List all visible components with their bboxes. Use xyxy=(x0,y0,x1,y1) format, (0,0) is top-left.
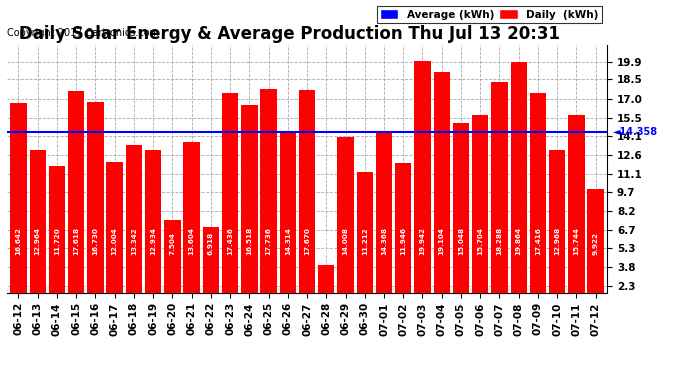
Bar xyxy=(569,115,584,315)
Text: 14.008: 14.008 xyxy=(342,228,348,255)
Text: 19.104: 19.104 xyxy=(439,228,445,255)
Bar xyxy=(453,123,469,315)
Bar xyxy=(184,142,200,315)
Text: 6.918: 6.918 xyxy=(208,232,214,255)
Text: 15.048: 15.048 xyxy=(458,227,464,255)
Bar xyxy=(299,90,315,315)
Bar xyxy=(549,150,565,315)
Text: 16.518: 16.518 xyxy=(246,227,253,255)
Text: 7.504: 7.504 xyxy=(169,232,175,255)
Bar xyxy=(472,115,489,315)
Bar xyxy=(530,93,546,315)
Text: 16.730: 16.730 xyxy=(92,228,99,255)
Bar xyxy=(222,93,238,315)
Text: 17.670: 17.670 xyxy=(304,228,310,255)
Text: 15.704: 15.704 xyxy=(477,228,483,255)
Bar xyxy=(87,102,104,315)
Text: 3.924: 3.924 xyxy=(324,232,329,255)
Text: 13.342: 13.342 xyxy=(131,228,137,255)
Legend: Average (kWh), Daily  (kWh): Average (kWh), Daily (kWh) xyxy=(377,6,602,23)
Text: 18.288: 18.288 xyxy=(496,227,502,255)
Bar xyxy=(318,266,335,315)
Text: 17.736: 17.736 xyxy=(266,228,272,255)
Text: 15.744: 15.744 xyxy=(573,228,580,255)
Title: Daily Solar Energy & Average Production Thu Jul 13 20:31: Daily Solar Energy & Average Production … xyxy=(19,26,560,44)
Text: 19.864: 19.864 xyxy=(515,227,522,255)
Bar xyxy=(68,91,84,315)
Bar xyxy=(164,220,181,315)
Text: Copyright 2017 Cartronics.com: Copyright 2017 Cartronics.com xyxy=(7,28,159,38)
Text: 14.314: 14.314 xyxy=(285,228,290,255)
Bar xyxy=(126,145,142,315)
Text: 17.436: 17.436 xyxy=(227,228,233,255)
Text: 17.618: 17.618 xyxy=(73,227,79,255)
Text: 11.720: 11.720 xyxy=(54,228,60,255)
Text: ◄14.358: ◄14.358 xyxy=(613,127,658,137)
Bar xyxy=(106,162,123,315)
Text: 9.922: 9.922 xyxy=(593,232,599,255)
Text: 12.004: 12.004 xyxy=(112,228,118,255)
Text: 17.416: 17.416 xyxy=(535,228,541,255)
Bar xyxy=(491,82,508,315)
Bar xyxy=(145,150,161,315)
Bar xyxy=(49,166,65,315)
Bar xyxy=(10,103,27,315)
Bar xyxy=(395,163,411,315)
Text: 19.942: 19.942 xyxy=(420,227,426,255)
Text: 12.964: 12.964 xyxy=(34,227,41,255)
Bar xyxy=(376,132,392,315)
Text: 11.212: 11.212 xyxy=(362,228,368,255)
Bar xyxy=(260,89,277,315)
Text: 16.642: 16.642 xyxy=(15,227,21,255)
Bar xyxy=(203,227,219,315)
Bar xyxy=(357,172,373,315)
Bar xyxy=(337,137,354,315)
Bar xyxy=(433,72,450,315)
Bar xyxy=(587,189,604,315)
Text: 12.934: 12.934 xyxy=(150,228,156,255)
Text: 14.368: 14.368 xyxy=(381,227,387,255)
Bar xyxy=(414,61,431,315)
Bar xyxy=(241,105,257,315)
Text: 12.968: 12.968 xyxy=(554,227,560,255)
Text: 11.946: 11.946 xyxy=(400,227,406,255)
Bar xyxy=(511,62,527,315)
Text: 13.604: 13.604 xyxy=(188,228,195,255)
Bar xyxy=(30,150,46,315)
Bar xyxy=(279,133,296,315)
